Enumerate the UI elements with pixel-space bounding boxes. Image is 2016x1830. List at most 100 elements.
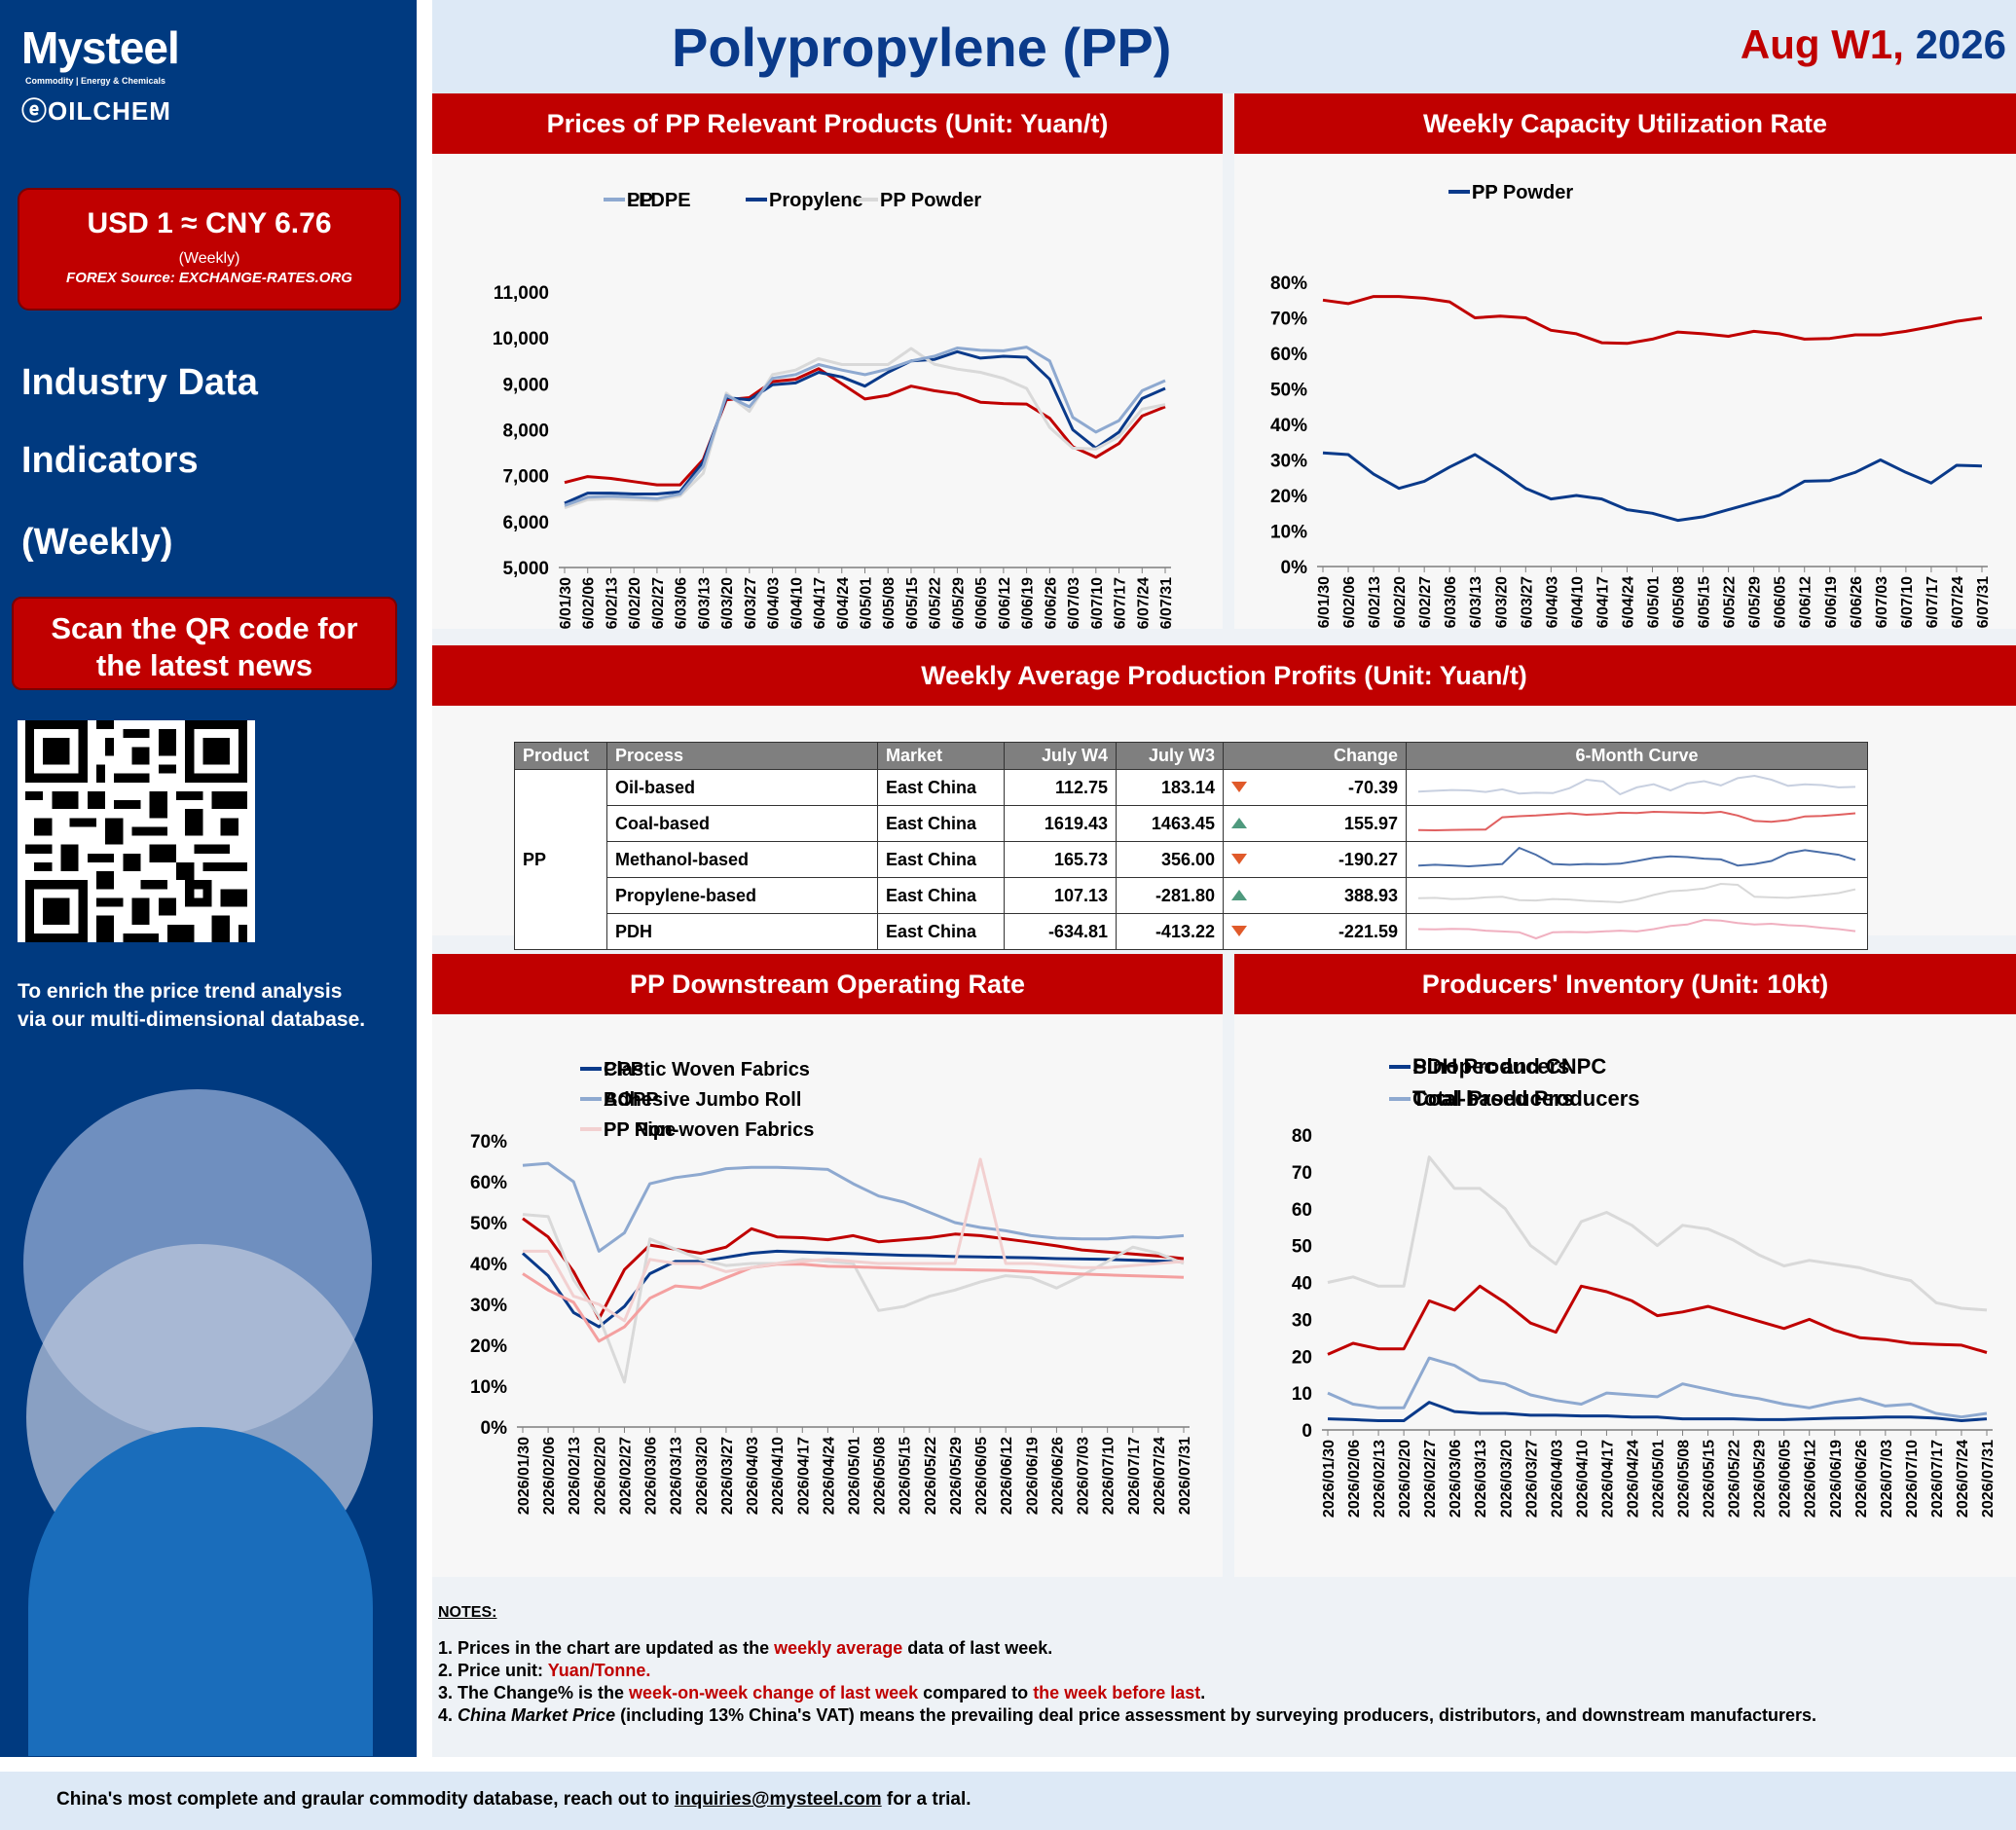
w4-cell: 112.75 xyxy=(1004,769,1117,806)
market-cell: East China xyxy=(877,841,1005,878)
x-tick-label: 2026/03/06 xyxy=(1443,576,1459,629)
x-tick-label: 2026/07/03 xyxy=(1879,1440,1895,1518)
inventory-panel: Producers' Inventory (Unit: 10kt) Sinope… xyxy=(1234,954,2016,1577)
x-tick-label: 2026/03/20 xyxy=(694,1437,711,1515)
x-tick-label: 2026/03/27 xyxy=(743,577,759,629)
x-tick-label: 2026/07/10 xyxy=(1899,576,1916,629)
x-tick-label: 2026/02/27 xyxy=(650,577,667,629)
profits-panel-title: Weekly Average Production Profits (Unit:… xyxy=(432,645,2016,706)
x-tick-label: 2026/03/20 xyxy=(1498,1440,1515,1518)
x-tick-label: 2026/07/17 xyxy=(1924,576,1941,629)
x-tick-label: 2026/06/05 xyxy=(1778,1440,1794,1518)
change-cell: 388.93 xyxy=(1223,877,1407,914)
profit-table-row: Coal-based East China 1619.43 1463.45 155.97 xyxy=(515,805,1868,842)
x-tick-label: 2026/06/12 xyxy=(1803,1440,1819,1518)
series-line xyxy=(1327,1356,1988,1419)
brand-logo[interactable]: Mysteel Commodity | Energy & Chemicals ⓔ… xyxy=(21,21,180,128)
x-tick-label: 2026/04/17 xyxy=(1599,1440,1616,1518)
change-cell: -221.59 xyxy=(1223,913,1407,950)
x-tick-label: 2026/05/22 xyxy=(1722,576,1739,629)
profit-table-row: Propylene-based East China 107.13 -281.80 38… xyxy=(515,877,1868,914)
sparkline-line xyxy=(1417,774,1856,796)
qr-news-button[interactable]: Scan the QR code for the latest news xyxy=(12,597,397,690)
brand-name: Mysteel xyxy=(21,22,180,73)
x-tick-label: 2026/03/20 xyxy=(719,577,736,629)
x-tick-label: 2026/07/24 xyxy=(1955,1440,1971,1518)
legend-label: PP xyxy=(1472,182,1498,203)
w4-cell: -634.81 xyxy=(1004,913,1117,950)
chart-legend: LLDPE Propylene PP Powder PP xyxy=(604,190,981,211)
note-4: 4. China Market Price (including 13% Chi… xyxy=(438,1705,1817,1725)
y-tick-label: 0% xyxy=(481,1418,508,1439)
x-tick-label: 2026/01/30 xyxy=(558,577,574,629)
x-tick-label: 2026/07/31 xyxy=(1975,576,1992,629)
profit-table-row: PP Oil-based East China 112.75 183.14 -70.39 xyxy=(514,769,1868,950)
x-tick-label: 2026/04/24 xyxy=(821,1437,837,1515)
y-tick-label: 30% xyxy=(470,1296,507,1316)
y-tick-label: 80 xyxy=(1292,1126,1312,1147)
fx-rate-box: USD 1 ≈ CNY 6.76 (Weekly) FOREX Source: … xyxy=(18,188,401,311)
x-tick-label: 2026/03/27 xyxy=(1519,576,1535,629)
legend-item: Plastic Woven Fabrics xyxy=(580,1059,810,1080)
y-tick-label: 70% xyxy=(1270,310,1307,330)
y-tick-label: 0% xyxy=(1281,558,1308,578)
change-cell: -190.27 xyxy=(1223,841,1407,878)
x-tick-label: 2026/02/06 xyxy=(541,1437,558,1515)
w4-cell: 165.73 xyxy=(1004,841,1117,878)
sparkline xyxy=(1417,810,1856,832)
down-arrow-icon xyxy=(1231,781,1247,792)
y-tick-label: 40 xyxy=(1292,1274,1312,1295)
y-tick-label: 60% xyxy=(470,1173,507,1193)
curve-cell xyxy=(1406,805,1868,842)
sparkline xyxy=(1417,774,1856,796)
y-tick-label: 70 xyxy=(1292,1163,1312,1184)
prices-panel-title: Prices of PP Relevant Products (Unit: Yu… xyxy=(432,93,1223,154)
prices-panel: Prices of PP Relevant Products (Unit: Yu… xyxy=(432,93,1223,629)
x-tick-label: 2026/04/10 xyxy=(770,1437,787,1515)
x-tick-label: 2026/04/10 xyxy=(788,577,805,629)
x-tick-label: 2026/03/06 xyxy=(643,1437,660,1515)
y-tick-label: 6,000 xyxy=(502,513,549,533)
product-cell: PP xyxy=(514,769,607,950)
x-tick-label: 2026/07/10 xyxy=(1904,1440,1921,1518)
x-tick-label: 2026/05/08 xyxy=(1671,576,1688,629)
x-tick-label: 2026/06/12 xyxy=(997,577,1013,629)
x-tick-label: 2026/07/31 xyxy=(1158,577,1175,629)
series-line xyxy=(523,1157,1185,1323)
profit-table-row: Methanol-based East China 165.73 356.00 -190… xyxy=(515,841,1868,878)
y-tick-label: 9,000 xyxy=(502,375,549,395)
y-tick-label: 50 xyxy=(1292,1237,1312,1258)
market-cell: East China xyxy=(877,769,1005,806)
x-tick-label: 2026/06/19 xyxy=(1024,1437,1041,1515)
legend-label: PP Powder xyxy=(880,190,981,211)
enrich-text: To enrich the price trend analysis via o… xyxy=(18,980,366,1031)
legend-item: PP Powder xyxy=(1448,182,1573,203)
x-tick-label: 2026/01/30 xyxy=(1316,576,1333,629)
legend-label: CPP xyxy=(604,1059,643,1080)
legend-item: PP Powder xyxy=(857,190,981,211)
fx-period: (Weekly) xyxy=(178,250,240,267)
x-tick-label: 2026/06/19 xyxy=(1823,576,1840,629)
y-tick-label: 5,000 xyxy=(502,559,549,579)
qr-code[interactable] xyxy=(18,720,255,942)
series-line xyxy=(1327,1401,1988,1422)
contact-email-link[interactable]: inquiries@mysteel.com xyxy=(674,1789,882,1810)
inventory-panel-title: Producers' Inventory (Unit: 10kt) xyxy=(1234,954,2016,1014)
decorative-circle-bottom xyxy=(28,1427,373,1756)
note-2: 2. Price unit: Yuan/Tonne. xyxy=(438,1661,651,1680)
legend-item: BOPP xyxy=(580,1089,659,1111)
x-tick-label: 2026/05/29 xyxy=(1747,576,1764,629)
x-tick-label: 2026/07/03 xyxy=(1066,577,1082,629)
sparkline xyxy=(1417,846,1856,868)
w3-cell: -281.80 xyxy=(1116,877,1224,914)
x-tick-label: 2026/05/22 xyxy=(923,1437,939,1515)
y-tick-label: 10,000 xyxy=(493,329,549,349)
y-tick-label: 40% xyxy=(470,1255,507,1275)
down-arrow-icon xyxy=(1231,853,1247,864)
legend-item: PP xyxy=(604,190,653,211)
w3-cell: 1463.45 xyxy=(1116,805,1224,842)
x-tick-label: 2026/05/15 xyxy=(1697,576,1713,629)
x-tick-label: 2026/05/29 xyxy=(1752,1440,1769,1518)
x-tick-label: 2026/02/06 xyxy=(1346,1440,1363,1518)
x-tick-label: 2026/07/10 xyxy=(1089,577,1106,629)
